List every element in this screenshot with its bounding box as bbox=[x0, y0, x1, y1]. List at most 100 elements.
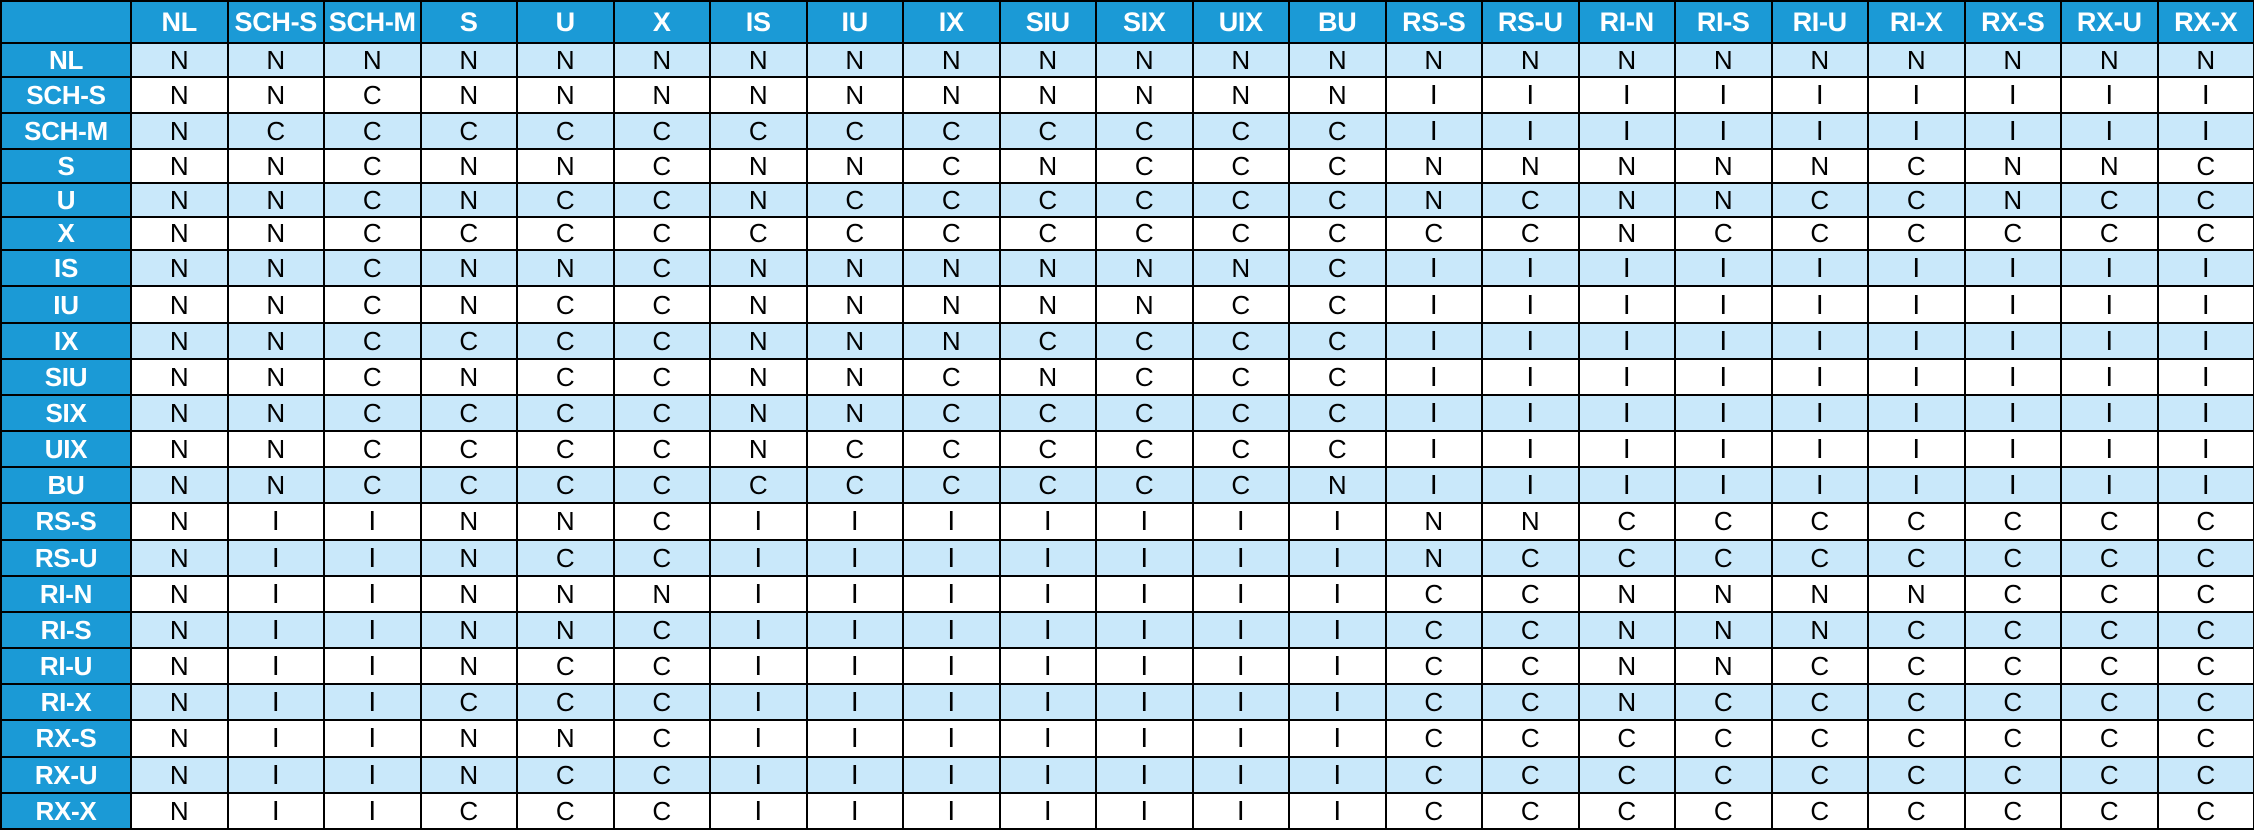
matrix-cell: I bbox=[709, 755, 808, 794]
matrix-cell: I bbox=[226, 538, 325, 577]
column-header-uix: UIX bbox=[1191, 0, 1290, 44]
matrix-cell: C bbox=[1867, 148, 1966, 184]
matrix-cell: C bbox=[323, 321, 422, 360]
matrix-cell: C bbox=[2060, 647, 2159, 686]
matrix-cell: C bbox=[612, 357, 711, 396]
matrix-cell: I bbox=[1288, 538, 1387, 577]
matrix-cell: C bbox=[1770, 791, 1869, 830]
matrix-cell: N bbox=[805, 285, 904, 324]
matrix-cell: N bbox=[1770, 148, 1869, 184]
matrix-cell: I bbox=[1867, 430, 1966, 469]
matrix-cell: N bbox=[1288, 466, 1387, 505]
matrix-cell: I bbox=[226, 755, 325, 794]
matrix-cell: C bbox=[1288, 285, 1387, 324]
matrix-cell: I bbox=[1191, 755, 1290, 794]
matrix-cell: C bbox=[612, 755, 711, 794]
matrix-cell: I bbox=[1384, 393, 1483, 433]
matrix-cell: C bbox=[902, 215, 1001, 252]
matrix-cell: C bbox=[709, 111, 808, 151]
matrix-cell: N bbox=[1674, 42, 1773, 78]
matrix-cell: I bbox=[1770, 430, 1869, 469]
matrix-cell: N bbox=[1963, 181, 2062, 218]
matrix-row: RI-U N I I N C C I I I I I I I C C N N C C C C C bbox=[0, 647, 2254, 686]
matrix-cell: N bbox=[226, 357, 325, 396]
matrix-cell: C bbox=[1867, 755, 1966, 794]
matrix-cell: C bbox=[1288, 357, 1387, 396]
column-header-sch-s: SCH-S bbox=[226, 0, 325, 44]
matrix-cell: I bbox=[226, 791, 325, 830]
matrix-cell: N bbox=[130, 791, 229, 830]
matrix-cell: C bbox=[998, 321, 1097, 360]
matrix-cell: C bbox=[1674, 755, 1773, 794]
matrix-header: NL SCH-S SCH-M S U X IS IU IX SIU SIX UIX BU RS-S RS-U… bbox=[0, 0, 2254, 44]
matrix-cell: I bbox=[1770, 111, 1869, 151]
matrix-cell: C bbox=[516, 466, 615, 505]
matrix-cell: C bbox=[323, 215, 422, 252]
matrix-cell: I bbox=[998, 719, 1097, 758]
matrix-cell: N bbox=[805, 321, 904, 360]
matrix-cell: I bbox=[1867, 75, 1966, 114]
matrix-cell: N bbox=[130, 683, 229, 722]
column-header-ri-u: RI-U bbox=[1770, 0, 1869, 44]
column-header-rs-u: RS-U bbox=[1481, 0, 1580, 44]
matrix-cell: I bbox=[709, 574, 808, 613]
matrix-cell: C bbox=[1963, 502, 2062, 541]
matrix-cell: C bbox=[2156, 181, 2254, 218]
matrix-cell: C bbox=[2156, 538, 2254, 577]
matrix-cell: I bbox=[902, 538, 1001, 577]
matrix-cell: I bbox=[1481, 285, 1580, 324]
matrix-cell: C bbox=[1481, 791, 1580, 830]
matrix-cell: C bbox=[1384, 755, 1483, 794]
matrix-cell: C bbox=[419, 683, 518, 722]
matrix-cell: C bbox=[516, 430, 615, 469]
row-header-rx-u: RX-U bbox=[0, 755, 132, 794]
matrix-cell: I bbox=[1770, 285, 1869, 324]
matrix-cell: N bbox=[805, 249, 904, 288]
matrix-cell: C bbox=[805, 466, 904, 505]
matrix-row: IX N N C C C C N N N C C C C I I I I I I I I I bbox=[0, 321, 2254, 360]
column-header-rs-s: RS-S bbox=[1384, 0, 1483, 44]
matrix-cell: N bbox=[805, 357, 904, 396]
matrix-cell: C bbox=[1867, 215, 1966, 252]
matrix-cell: C bbox=[1770, 719, 1869, 758]
matrix-cell: I bbox=[1770, 466, 1869, 505]
row-header-rs-s: RS-S bbox=[0, 502, 132, 541]
matrix-cell: C bbox=[1095, 430, 1194, 469]
matrix-cell: I bbox=[1963, 466, 2062, 505]
column-header-six: SIX bbox=[1095, 0, 1194, 44]
matrix-row: RS-U N I I N C C I I I I I I I N C C C C C C C C bbox=[0, 538, 2254, 577]
matrix-cell: N bbox=[419, 249, 518, 288]
matrix-cell: N bbox=[2060, 148, 2159, 184]
matrix-cell: N bbox=[709, 357, 808, 396]
matrix-cell: N bbox=[226, 215, 325, 252]
column-header-s: S bbox=[419, 0, 518, 44]
matrix-cell: C bbox=[1095, 357, 1194, 396]
matrix-cell: C bbox=[1963, 719, 2062, 758]
matrix-cell: N bbox=[516, 610, 615, 650]
matrix-cell: N bbox=[130, 502, 229, 541]
matrix-cell: N bbox=[1191, 42, 1290, 78]
matrix-cell: I bbox=[902, 755, 1001, 794]
matrix-cell: N bbox=[130, 719, 229, 758]
matrix-cell: C bbox=[323, 181, 422, 218]
matrix-cell: I bbox=[1481, 249, 1580, 288]
matrix-cell: N bbox=[1481, 148, 1580, 184]
column-header-x: X bbox=[612, 0, 711, 44]
matrix-cell: I bbox=[1095, 538, 1194, 577]
matrix-cell: N bbox=[1191, 249, 1290, 288]
matrix-cell: I bbox=[323, 755, 422, 794]
matrix-cell: I bbox=[709, 791, 808, 830]
row-header-bu: BU bbox=[0, 466, 132, 505]
matrix-cell: C bbox=[709, 466, 808, 505]
matrix-cell: C bbox=[516, 647, 615, 686]
matrix-cell: C bbox=[323, 430, 422, 469]
matrix-cell: C bbox=[1867, 502, 1966, 541]
matrix-cell: C bbox=[2060, 574, 2159, 613]
matrix-cell: C bbox=[902, 181, 1001, 218]
matrix-cell: N bbox=[323, 42, 422, 78]
matrix-cell: C bbox=[612, 111, 711, 151]
matrix-cell: C bbox=[1481, 755, 1580, 794]
matrix-cell: N bbox=[419, 574, 518, 613]
matrix-cell: I bbox=[1288, 683, 1387, 722]
